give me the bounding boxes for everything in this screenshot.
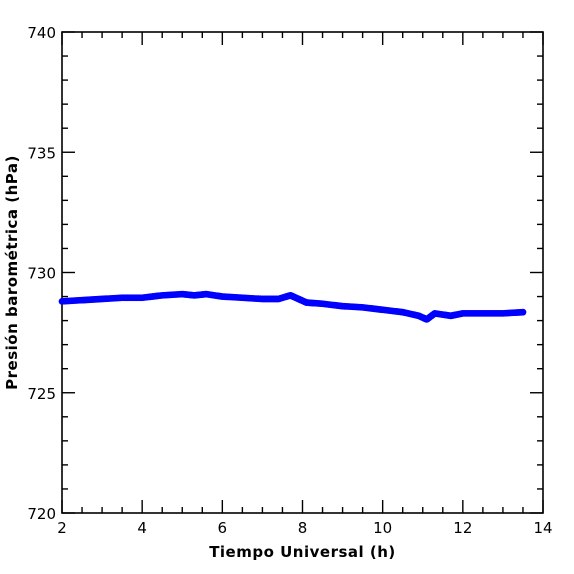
data-point [519, 308, 527, 316]
y-tick-labels: 720 725 730 735 740 [27, 24, 56, 523]
y-tick-label: 725 [27, 385, 56, 403]
y-tick-label: 730 [27, 265, 56, 283]
x-tick-label: 10 [373, 519, 392, 537]
plot-frame [61, 31, 544, 514]
y-tick-label: 735 [27, 144, 56, 162]
x-tick-label: 2 [57, 519, 67, 537]
x-tick-label: 12 [453, 519, 472, 537]
y-tick-label: 720 [27, 505, 56, 523]
x-axis-label: Tiempo Universal (h) [209, 543, 396, 561]
x-tick-label: 8 [298, 519, 308, 537]
x-tick-labels: 2 4 6 8 10 12 14 [57, 519, 552, 537]
y-tick-label: 740 [27, 24, 56, 42]
y-axis-label: Presión barométrica (hPa) [3, 155, 21, 390]
x-tick-label: 6 [218, 519, 228, 537]
axis-ticks [61, 31, 544, 514]
x-tick-label: 4 [137, 519, 147, 537]
x-tick-label: 14 [533, 519, 552, 537]
data-series [58, 290, 527, 323]
